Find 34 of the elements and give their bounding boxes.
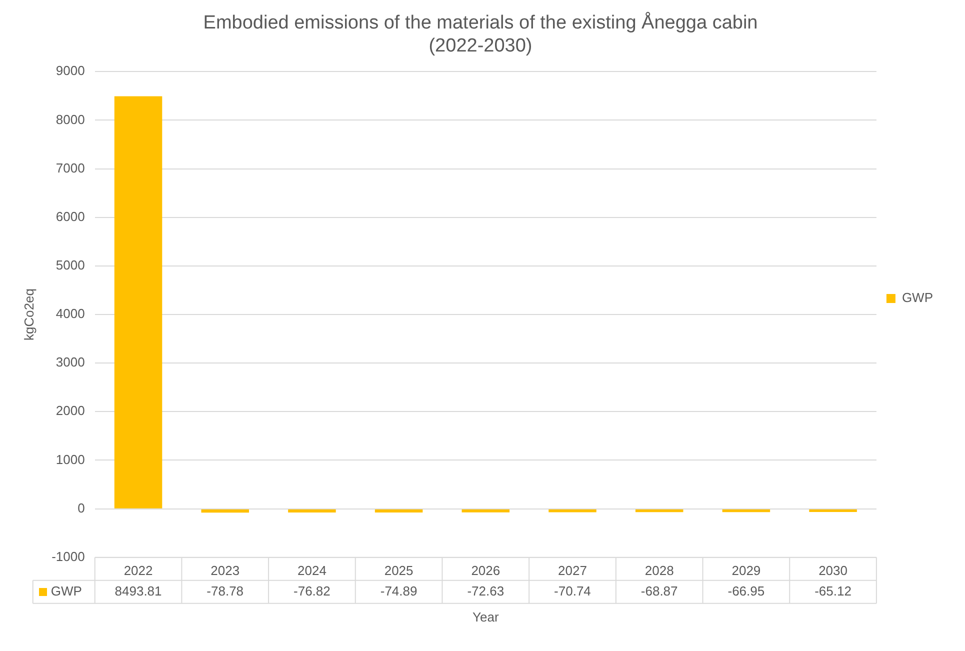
x-tick-label: 2022: [124, 562, 153, 578]
x-tick-label: 2025: [384, 562, 414, 578]
y-axis-title: kgCo2eq: [21, 288, 36, 341]
y-tick-label: 0: [78, 500, 85, 516]
x-tick-label: 2030: [818, 562, 848, 578]
y-tick-label: 8000: [56, 112, 85, 127]
data-label: -70.74: [554, 583, 591, 598]
x-tick-label: 2024: [298, 562, 326, 578]
y-tick-label: 7000: [56, 160, 85, 176]
y-tick-label: 3000: [56, 354, 85, 370]
text: GWP: [50, 583, 82, 598]
x-tick-label: 2026: [471, 562, 500, 578]
data-label: -66.95: [728, 583, 765, 598]
y-tick-label: 1000: [56, 452, 85, 467]
x-tick-label: 2027: [558, 562, 587, 578]
x-tick-label: 2023: [210, 562, 240, 578]
y-tick-label: 2000: [56, 403, 85, 418]
data-label: -74.89: [380, 583, 418, 598]
data-label: -72.63: [467, 583, 504, 598]
data-label: -78.78: [206, 583, 244, 598]
y-tick-label: -1000: [52, 548, 85, 564]
x-axis-title: Year: [472, 609, 500, 624]
y-tick-label: 5000: [56, 258, 85, 272]
y-tick-label: 9000: [56, 63, 85, 78]
y-tick-label: 6000: [56, 208, 85, 224]
chart-title: Embodied emissions of the materials of the existing Ånegga cabin (2022-2030): [203, 12, 758, 56]
y-tick-label: 4000: [56, 306, 85, 322]
x-tick-label: 2028: [644, 562, 674, 578]
legend-label: GWP: [902, 290, 934, 306]
data-label: -65.12: [814, 583, 852, 598]
data-label: -76.82: [294, 583, 330, 598]
x-tick-label: 2029: [732, 562, 761, 578]
data-label: 8493.81: [114, 583, 162, 598]
data-label: -68.87: [640, 583, 678, 598]
